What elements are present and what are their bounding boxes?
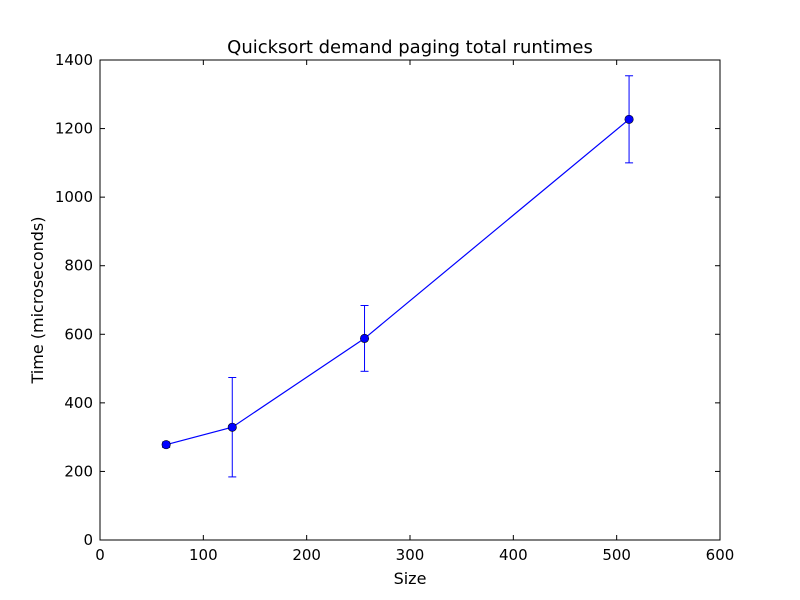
data-point <box>227 422 237 432</box>
y-tick-label: 400 <box>64 394 93 412</box>
data-point <box>161 440 171 450</box>
x-tick-label: 200 <box>292 546 321 564</box>
x-tick-label: 500 <box>602 546 631 564</box>
y-tick-label: 1200 <box>55 120 93 138</box>
y-tick-label: 1000 <box>55 188 93 206</box>
x-tick-label: 300 <box>396 546 425 564</box>
y-tick-label: 800 <box>64 257 93 275</box>
chart-title: Quicksort demand paging total runtimes <box>227 37 593 58</box>
x-tick-label: 0 <box>95 546 105 564</box>
x-tick-label: 100 <box>189 546 218 564</box>
x-axis-label: Size <box>394 569 427 588</box>
y-tick-label: 1400 <box>55 51 93 69</box>
plot-area: 0 100 200 300 400 500 600 0 200 400 600 800 1000 1200… <box>55 51 735 564</box>
series-line <box>165 118 630 446</box>
x-tick-label: 600 <box>706 546 735 564</box>
y-tick-label: 600 <box>64 325 93 343</box>
y-tick-label: 0 <box>83 531 93 549</box>
data-point <box>624 114 634 124</box>
x-tick-label: 400 <box>499 546 528 564</box>
axes-frame <box>99 59 721 541</box>
y-axis-label: Time (microseconds) <box>28 217 47 385</box>
data-point <box>360 333 370 343</box>
y-tick-label: 200 <box>64 462 93 480</box>
